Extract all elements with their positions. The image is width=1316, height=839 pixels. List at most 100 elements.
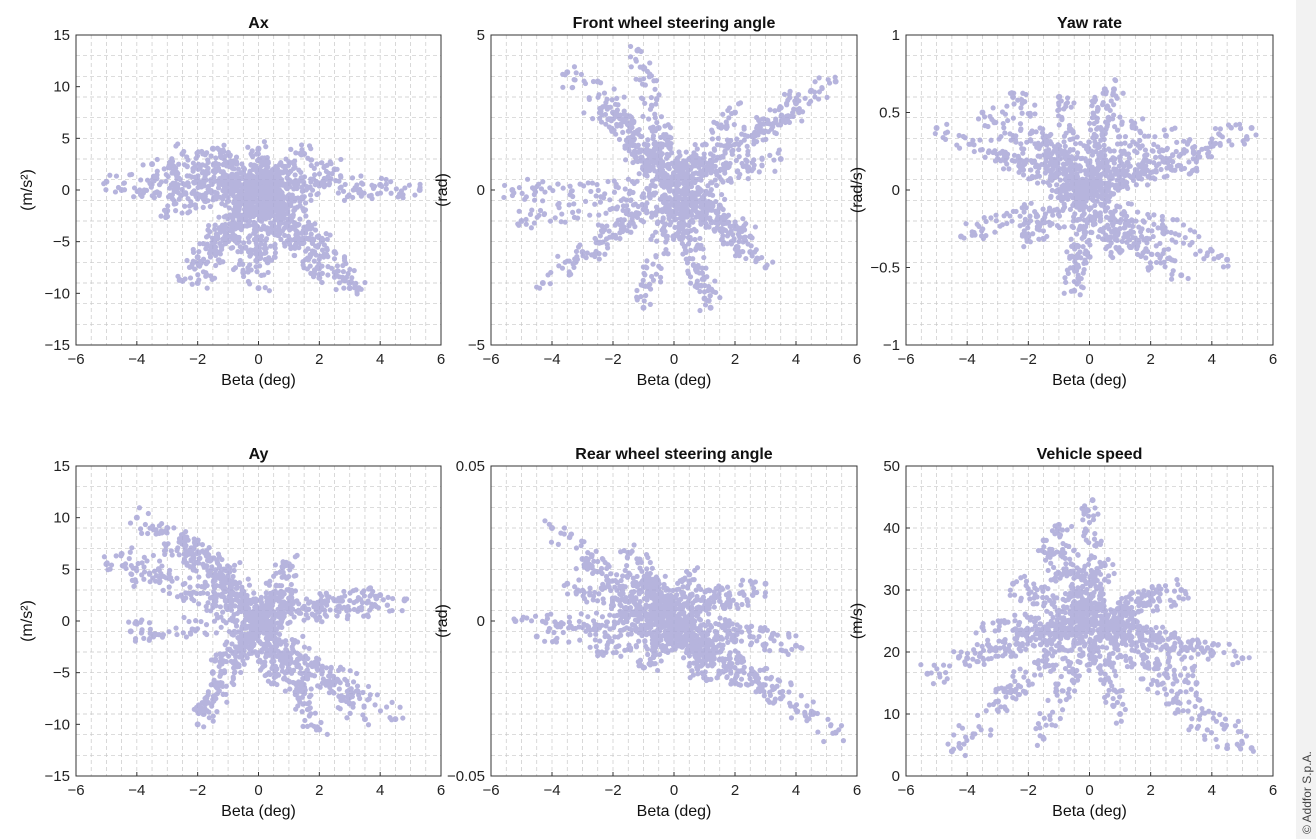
y-tick-label: 0	[892, 182, 900, 199]
data-point	[158, 213, 164, 219]
data-point	[570, 193, 576, 200]
data-point	[1115, 187, 1121, 193]
data-point	[1158, 260, 1164, 266]
data-point	[641, 270, 647, 276]
data-point	[1175, 162, 1182, 168]
data-point	[237, 200, 243, 207]
data-point	[1041, 136, 1047, 143]
data-point	[223, 213, 229, 219]
data-point	[632, 201, 638, 207]
data-point	[1152, 154, 1159, 160]
data-point	[761, 116, 767, 122]
data-point	[694, 284, 700, 291]
x-axis-label: Beta (deg)	[221, 372, 296, 389]
data-point	[660, 215, 666, 221]
data-point	[705, 215, 711, 221]
data-point	[667, 222, 673, 228]
data-point	[703, 142, 709, 148]
data-point	[186, 264, 193, 270]
data-point	[631, 129, 638, 136]
data-point	[310, 236, 316, 242]
data-point	[1187, 242, 1193, 248]
data-point	[653, 271, 659, 277]
data-point	[163, 178, 169, 184]
data-point	[237, 216, 243, 222]
data-point	[270, 213, 277, 219]
data-point	[315, 244, 321, 250]
data-point	[1017, 223, 1023, 229]
data-point	[329, 171, 335, 177]
data-point	[761, 129, 767, 136]
data-point	[1169, 257, 1175, 263]
data-point	[154, 168, 160, 174]
data-point	[266, 255, 272, 261]
data-point	[151, 195, 157, 201]
data-point	[1029, 128, 1035, 134]
data-point	[752, 224, 758, 230]
data-point	[740, 225, 746, 231]
data-point	[614, 95, 620, 101]
data-point	[653, 97, 660, 103]
data-point	[1190, 156, 1196, 162]
data-point	[222, 153, 228, 159]
data-point	[314, 161, 320, 167]
data-point	[1020, 172, 1027, 178]
data-point	[645, 137, 651, 143]
data-point	[687, 237, 693, 243]
data-point	[229, 615, 235, 621]
data-point	[222, 161, 229, 168]
data-point	[650, 261, 656, 267]
data-point	[1094, 118, 1100, 125]
data-point	[556, 205, 562, 211]
data-point	[683, 256, 689, 262]
data-point	[662, 123, 668, 129]
data-point	[1000, 166, 1007, 172]
data-point	[1036, 236, 1042, 242]
data-point	[1071, 100, 1077, 106]
data-point	[589, 180, 596, 186]
data-point	[219, 246, 225, 252]
data-point	[259, 233, 265, 239]
data-point	[1006, 166, 1012, 172]
data-point	[146, 637, 152, 643]
data-point	[1126, 155, 1132, 161]
data-point	[189, 174, 195, 180]
data-point	[665, 251, 671, 257]
data-point	[214, 145, 221, 151]
data-point	[304, 184, 310, 190]
data-point	[992, 229, 998, 235]
data-point	[595, 187, 601, 193]
data-point	[690, 196, 696, 202]
data-point	[672, 191, 678, 197]
data-point	[627, 188, 633, 194]
data-point	[280, 202, 286, 208]
data-point	[1042, 163, 1048, 169]
data-point	[606, 228, 612, 234]
data-point	[629, 213, 635, 219]
data-point	[771, 157, 777, 163]
data-point	[245, 144, 251, 150]
data-point	[288, 213, 294, 219]
data-point	[259, 168, 265, 174]
data-point	[245, 235, 252, 241]
data-point	[825, 77, 831, 83]
data-point	[634, 214, 641, 221]
data-point	[362, 279, 368, 286]
data-point	[611, 86, 617, 92]
data-point	[154, 176, 160, 182]
data-point	[709, 136, 715, 142]
data-point	[933, 125, 940, 131]
data-point	[262, 189, 268, 195]
data-point	[297, 216, 303, 222]
data-point	[166, 590, 173, 597]
data-point	[255, 147, 262, 153]
data-point	[156, 190, 163, 196]
data-point	[196, 194, 202, 200]
data-point	[149, 176, 156, 183]
data-point	[139, 530, 145, 536]
data-point	[1129, 123, 1135, 129]
data-point	[1055, 155, 1061, 161]
data-point	[195, 583, 201, 589]
data-point	[166, 185, 173, 191]
data-point	[639, 154, 645, 161]
